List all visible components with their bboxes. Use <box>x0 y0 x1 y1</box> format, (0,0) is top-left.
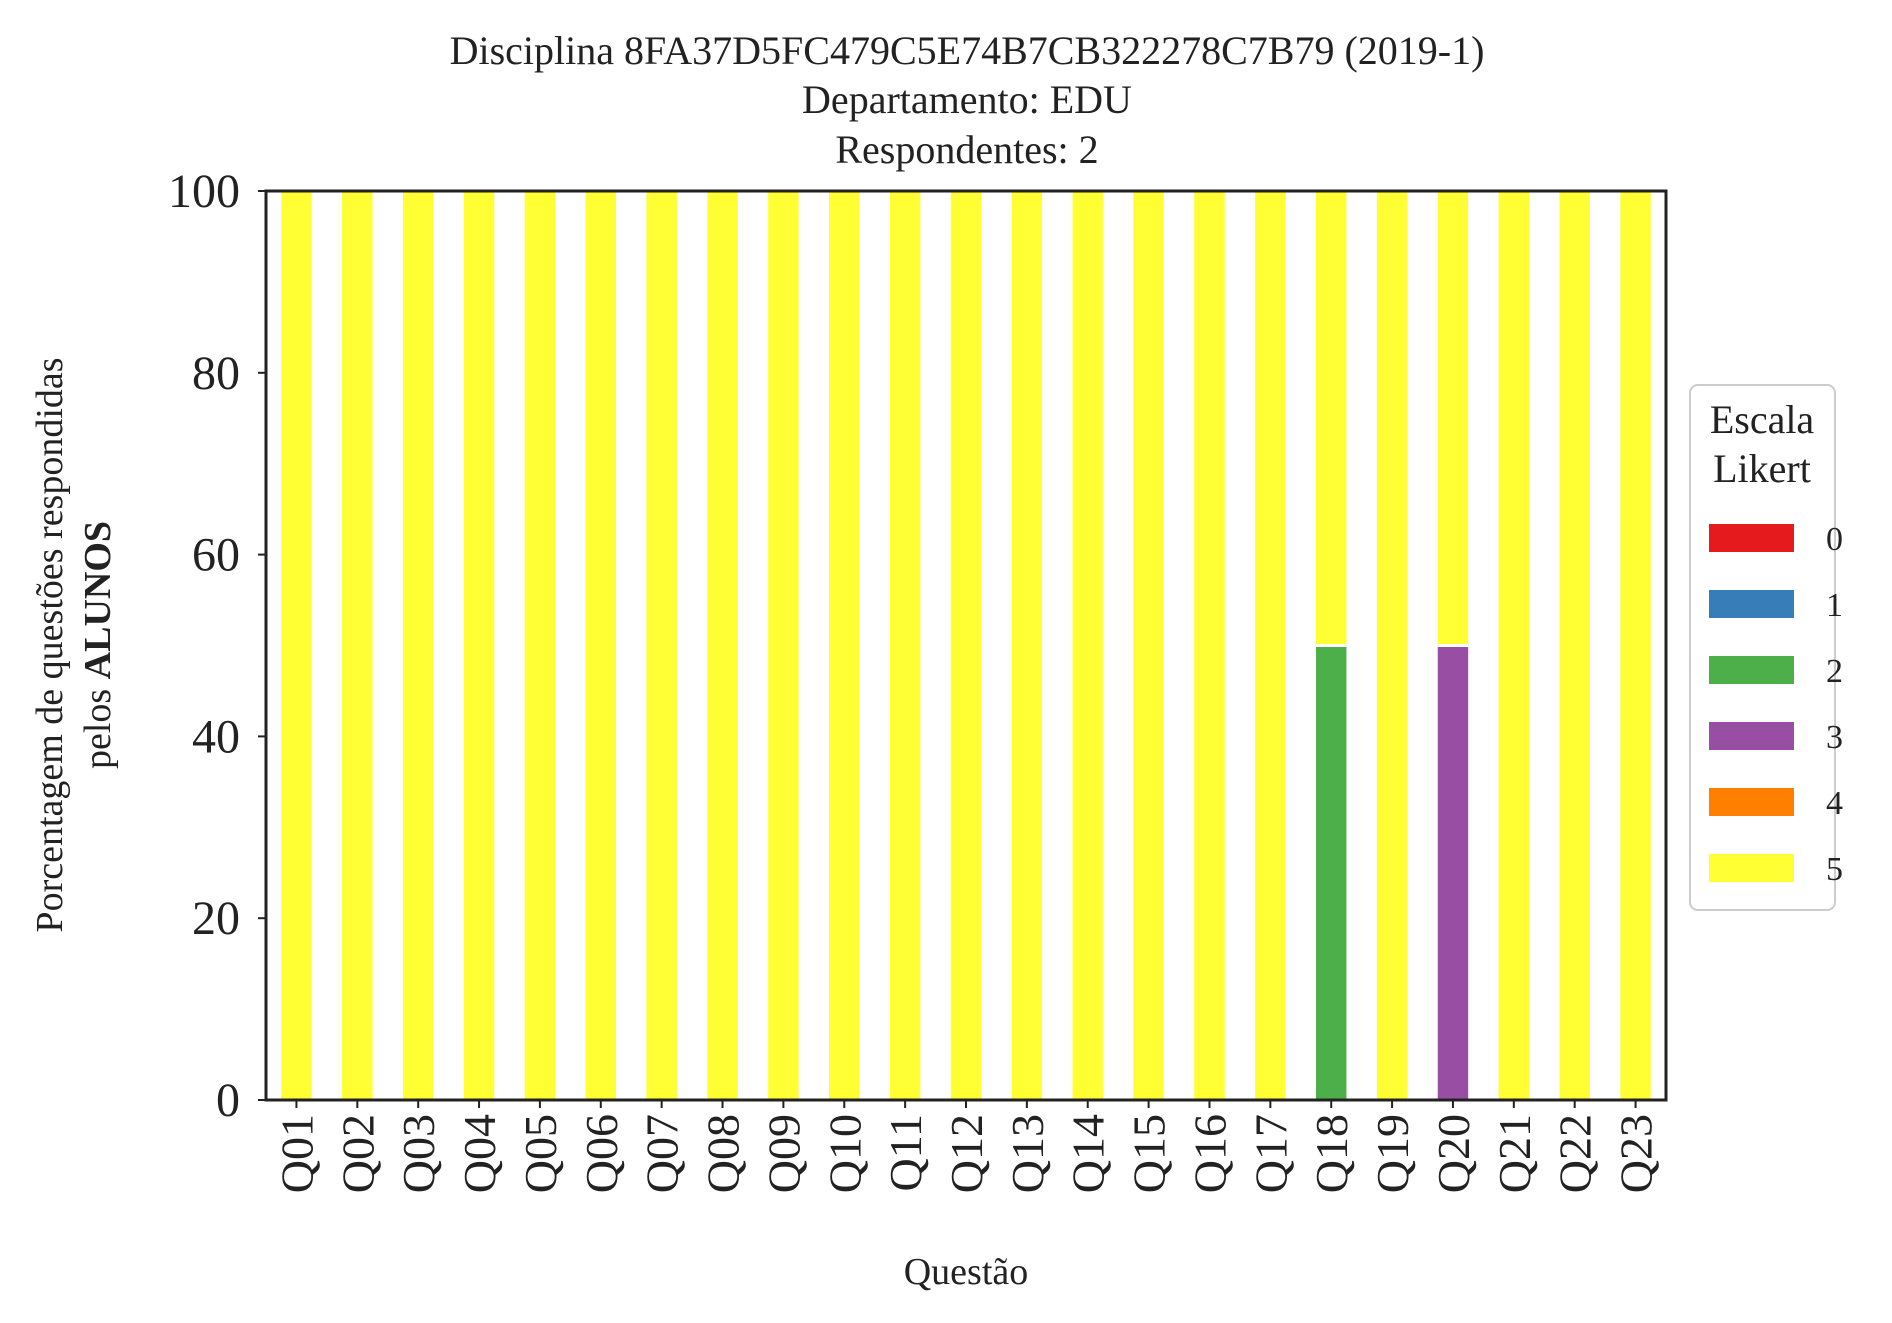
x-tick-label-q04: Q04 <box>454 1114 505 1193</box>
bars-layer <box>281 191 1651 1100</box>
x-tick-label-q14: Q14 <box>1063 1114 1114 1193</box>
x-tick-label-q06: Q06 <box>576 1114 627 1193</box>
chart-title-line-2: Departamento: EDU <box>802 77 1132 122</box>
legend-swatch-0 <box>1709 524 1794 552</box>
legend-label-2: 2 <box>1826 653 1843 690</box>
x-tick-label-q16: Q16 <box>1184 1114 1235 1193</box>
x-tick-label-q23: Q23 <box>1611 1114 1662 1193</box>
x-tick-label-q01: Q01 <box>271 1114 322 1193</box>
legend-swatch-4 <box>1709 788 1794 816</box>
x-tick-label-q02: Q02 <box>332 1114 383 1193</box>
x-tick-label-q21: Q21 <box>1489 1114 1540 1193</box>
bar-q16-likert-5 <box>1194 191 1225 1100</box>
y-axis-label: Porcentagem de questões respondidas pelo… <box>29 357 119 932</box>
bar-q23-likert-5 <box>1620 191 1651 1100</box>
bar-q08-likert-5 <box>707 191 738 1100</box>
x-tick-label-q11: Q11 <box>880 1114 931 1192</box>
y-tick-label: 100 <box>168 165 240 218</box>
chart-title-line-1: Disciplina 8FA37D5FC479C5E74B7CB322278C7… <box>450 28 1485 73</box>
bar-q05-likert-5 <box>524 191 556 1100</box>
bar-q03-likert-5 <box>402 191 434 1100</box>
bar-q20-likert-5 <box>1437 191 1469 646</box>
bar-q14-likert-5 <box>1072 191 1103 1100</box>
bar-q01-likert-5 <box>281 191 312 1100</box>
chart-title: Disciplina 8FA37D5FC479C5E74B7CB322278C7… <box>450 28 1485 172</box>
y-axis-label-prefix: pelos <box>77 679 119 769</box>
bar-q17-likert-5 <box>1255 191 1286 1100</box>
legend-items: 0 1 2 3 4 5 <box>1709 521 1843 888</box>
y-axis-label-line-2: pelos ALUNOS <box>77 521 119 769</box>
legend-title-line-1: Escala <box>1710 397 1815 442</box>
legend-label-1: 1 <box>1826 587 1843 624</box>
legend-swatch-2 <box>1709 656 1794 684</box>
x-tick-label-q12: Q12 <box>941 1114 992 1193</box>
x-tick-label-q07: Q07 <box>637 1114 688 1193</box>
x-axis-label: Questão <box>904 1251 1029 1293</box>
bar-q22-likert-5 <box>1559 191 1590 1100</box>
x-tick-label-q22: Q22 <box>1550 1114 1601 1193</box>
x-tick-label-q03: Q03 <box>393 1114 444 1193</box>
bar-q02-likert-5 <box>342 191 373 1100</box>
bar-q11-likert-5 <box>889 191 921 1100</box>
bar-q07-likert-5 <box>646 191 677 1100</box>
x-tick-label-q20: Q20 <box>1428 1114 1479 1193</box>
y-tick-label: 60 <box>192 529 240 582</box>
legend: Escala Likert 0 1 2 3 4 5 <box>1689 384 1843 911</box>
bar-q15-likert-5 <box>1133 191 1164 1100</box>
legend-swatch-3 <box>1709 722 1794 750</box>
legend-title-line-2: Likert <box>1713 446 1811 491</box>
y-tick-label: 80 <box>192 347 240 400</box>
x-tick-label-q08: Q08 <box>698 1114 749 1193</box>
y-tick-label: 20 <box>192 892 240 945</box>
bar-q18-likert-5 <box>1316 191 1347 646</box>
chart-title-line-3: Respondentes: 2 <box>835 127 1098 172</box>
legend-swatch-5 <box>1709 854 1794 882</box>
y-axis-label-bold: ALUNOS <box>77 521 119 679</box>
legend-label-4: 4 <box>1826 785 1843 822</box>
bar-q18-likert-2 <box>1316 645 1347 1100</box>
bar-q09-likert-5 <box>768 191 799 1100</box>
y-tick-label: 0 <box>216 1074 240 1127</box>
y-tick-label: 40 <box>192 710 240 763</box>
legend-swatch-1 <box>1709 590 1794 618</box>
legend-label-5: 5 <box>1826 851 1843 888</box>
y-axis-label-line-1: Porcentagem de questões respondidas <box>29 357 71 932</box>
bar-q19-likert-5 <box>1376 191 1408 1100</box>
legend-frame <box>1689 384 1836 911</box>
x-tick-label-q13: Q13 <box>1002 1114 1053 1193</box>
bar-q20-likert-3 <box>1437 645 1469 1100</box>
bar-q04-likert-5 <box>463 191 495 1100</box>
x-axis-ticks: Q01 Q02 Q03 Q04 Q05 Q06 Q07 Q08 Q09 Q10 Q11 Q12 Q13 Q… <box>271 1100 1662 1193</box>
bar-q06-likert-5 <box>585 191 616 1100</box>
x-tick-label-q18: Q18 <box>1306 1114 1357 1193</box>
bar-q10-likert-5 <box>829 191 860 1100</box>
plot-frame <box>264 189 1668 1102</box>
legend-label-3: 3 <box>1826 719 1843 756</box>
y-axis-ticks: 0 20 40 60 80 100 <box>168 165 266 1127</box>
x-tick-label-q15: Q15 <box>1124 1114 1175 1193</box>
x-tick-label-q09: Q09 <box>758 1114 809 1193</box>
bar-q13-likert-5 <box>1011 191 1043 1100</box>
x-tick-label-q05: Q05 <box>515 1114 566 1193</box>
legend-label-0: 0 <box>1826 521 1843 558</box>
x-tick-label-q10: Q10 <box>819 1114 870 1193</box>
bar-q12-likert-5 <box>950 191 982 1100</box>
x-tick-label-q17: Q17 <box>1245 1114 1296 1193</box>
bar-q21-likert-5 <box>1498 191 1530 1100</box>
x-tick-label-q19: Q19 <box>1367 1114 1418 1193</box>
